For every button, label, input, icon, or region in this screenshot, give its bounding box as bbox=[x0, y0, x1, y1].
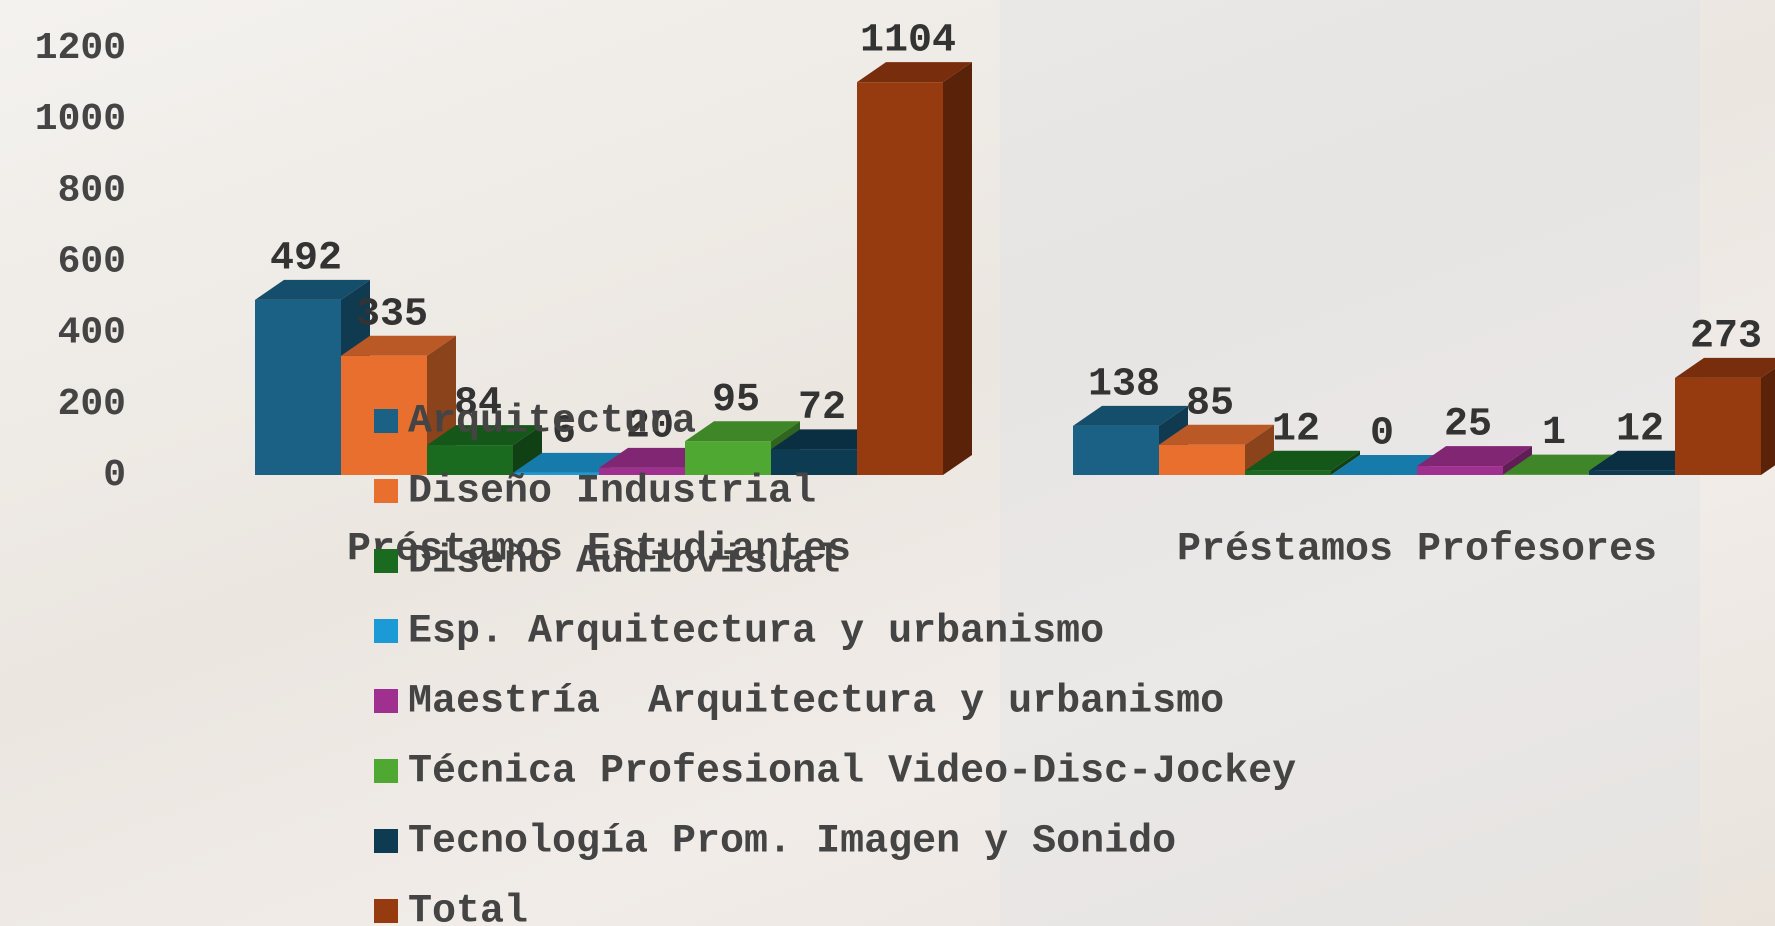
data-label: 85 bbox=[1186, 381, 1234, 426]
bar bbox=[599, 467, 685, 475]
y-tick-label: 400 bbox=[58, 312, 126, 355]
y-tick-label: 1000 bbox=[35, 98, 126, 141]
data-label: 20 bbox=[626, 404, 674, 449]
legend-label: Tecnología Prom. Imagen y Sonido bbox=[408, 820, 1176, 865]
legend-swatch bbox=[374, 759, 398, 783]
y-tick-label: 200 bbox=[58, 383, 126, 426]
legend-swatch bbox=[374, 479, 398, 503]
bar-top bbox=[1073, 405, 1188, 426]
bar-side bbox=[1761, 368, 1775, 475]
data-label: 138 bbox=[1088, 362, 1160, 407]
bar bbox=[771, 449, 857, 475]
bar-side bbox=[1503, 446, 1532, 475]
bar-top bbox=[1245, 450, 1360, 471]
bar bbox=[1417, 466, 1503, 475]
data-label: 12 bbox=[1272, 407, 1320, 452]
legend-label: Maestría Arquitectura y urbanismo bbox=[408, 680, 1224, 725]
bar-top bbox=[685, 421, 800, 442]
data-label: 72 bbox=[798, 386, 846, 431]
legend-label: Arquitectura bbox=[408, 400, 696, 445]
x-tick-label: Préstamos Estudiantes bbox=[347, 528, 851, 573]
data-label: 1 bbox=[1542, 411, 1566, 456]
bar-top bbox=[1417, 446, 1532, 467]
bar bbox=[1073, 425, 1159, 475]
bar-side bbox=[513, 425, 542, 475]
legend-label: Diseño Industrial bbox=[408, 470, 816, 515]
bar-side bbox=[1331, 450, 1360, 475]
data-label: 1104 bbox=[860, 19, 956, 64]
x-tick-label: Préstamos Profesores bbox=[1177, 528, 1657, 573]
bar-top bbox=[1675, 357, 1775, 378]
legend-label: Total bbox=[408, 890, 528, 926]
bar bbox=[1159, 444, 1245, 475]
bar bbox=[857, 82, 943, 475]
legend-swatch bbox=[374, 899, 398, 923]
bar bbox=[685, 441, 771, 475]
legend-swatch bbox=[374, 829, 398, 853]
data-label: 6 bbox=[552, 409, 576, 454]
data-label: 335 bbox=[356, 292, 428, 337]
legend-label: Técnica Profesional Video-Disc-Jockey bbox=[408, 750, 1296, 795]
bar-top bbox=[341, 335, 456, 356]
bar-top bbox=[1159, 424, 1274, 445]
bar bbox=[427, 445, 513, 475]
bar bbox=[1589, 470, 1675, 475]
bar-top bbox=[857, 62, 972, 83]
legend-label: Diseño Audiovisual bbox=[408, 540, 840, 585]
y-tick-label: 1200 bbox=[35, 27, 126, 70]
legend-swatch bbox=[374, 549, 398, 573]
data-label: 95 bbox=[712, 378, 760, 423]
legend-swatch bbox=[374, 619, 398, 643]
legend-swatch bbox=[374, 689, 398, 713]
data-label: 84 bbox=[454, 382, 502, 427]
bar bbox=[1245, 470, 1331, 475]
bar-top bbox=[255, 279, 370, 300]
bar-top bbox=[427, 425, 542, 446]
y-tick-label: 0 bbox=[103, 454, 126, 497]
y-tick-label: 600 bbox=[58, 241, 126, 284]
data-label: 25 bbox=[1444, 403, 1492, 448]
data-label: 273 bbox=[1690, 314, 1762, 359]
data-label: 0 bbox=[1370, 412, 1394, 457]
bar-top bbox=[1503, 454, 1618, 475]
data-label: 492 bbox=[270, 236, 342, 281]
data-label: 12 bbox=[1616, 407, 1664, 452]
bar bbox=[255, 299, 341, 475]
legend-label: Esp. Arquitectura y urbanismo bbox=[408, 610, 1104, 655]
bar-side bbox=[1245, 424, 1274, 475]
bar bbox=[1675, 377, 1761, 475]
bar bbox=[513, 472, 599, 475]
legend-swatch bbox=[374, 409, 398, 433]
y-tick-label: 800 bbox=[58, 169, 126, 212]
bar-side bbox=[943, 62, 972, 475]
